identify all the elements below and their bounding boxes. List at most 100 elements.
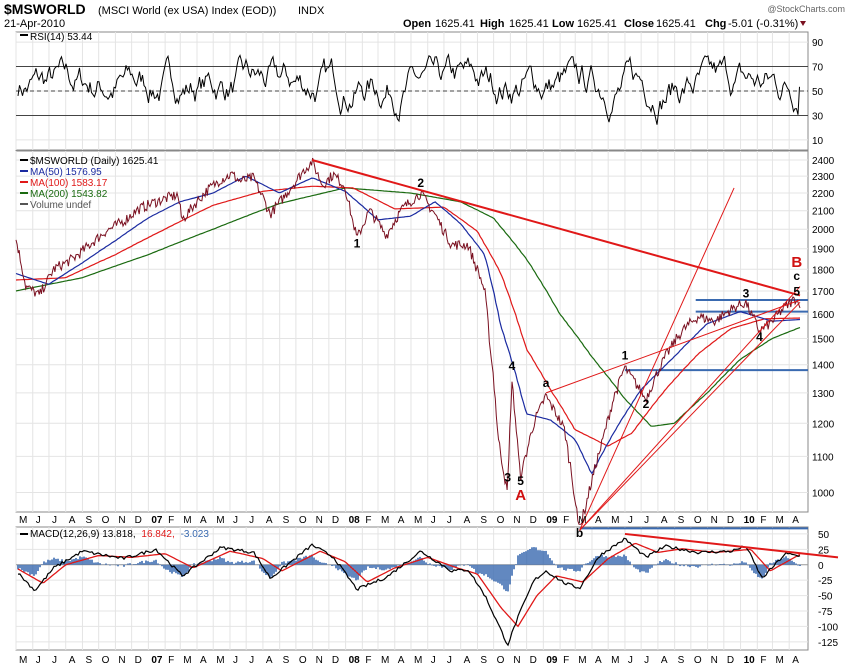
x-tick-label: N xyxy=(513,655,520,666)
macd-layer xyxy=(17,532,839,647)
price-tick-label: 1000 xyxy=(812,489,835,500)
x-tick-label: J xyxy=(628,655,633,666)
x-tick-label: O xyxy=(694,655,702,666)
ma50-line xyxy=(15,175,801,475)
x-tick-label: 07 xyxy=(151,515,163,526)
x-tick-label: F xyxy=(365,655,371,666)
wave-label: A xyxy=(515,487,526,504)
wave-label: a xyxy=(543,376,550,390)
x-tick-label: J xyxy=(249,655,254,666)
x-tick-label: A xyxy=(464,655,471,666)
close-label: Close xyxy=(624,18,654,30)
legend-entry: MA(100) 1583.17 xyxy=(30,178,108,189)
high-label: High xyxy=(480,18,505,30)
x-tick-label: S xyxy=(480,515,487,526)
low-value: 1625.41 xyxy=(577,18,617,30)
x-tick-label: N xyxy=(711,655,718,666)
watermark: @StockCharts.com xyxy=(767,4,845,14)
ohlc-readout: Open 1625.41 High 1625.41 Low 1625.41 Cl… xyxy=(403,18,806,30)
x-tick-label: N xyxy=(118,655,125,666)
x-tick-label: A xyxy=(792,515,799,526)
wave-label: B xyxy=(791,254,802,271)
exchange: INDX xyxy=(298,5,325,17)
x-tick-label: A xyxy=(398,515,405,526)
chg-label: Chg xyxy=(705,18,726,30)
macd-tick-label: -75 xyxy=(818,607,833,618)
x-tick-label: N xyxy=(513,515,520,526)
x-tick-label: 09 xyxy=(546,515,558,526)
macd-legend-main: MACD(12,26,9) 13.818, xyxy=(30,529,136,540)
macd-line xyxy=(17,537,801,647)
x-tick-label: 07 xyxy=(151,655,163,666)
x-tick-label: A xyxy=(661,515,668,526)
x-tick-label: M xyxy=(381,515,389,526)
price-tick-label: 1600 xyxy=(812,310,835,321)
price-tick-label: 1300 xyxy=(812,389,835,400)
x-tick-label: A xyxy=(69,655,76,666)
x-tick-label: D xyxy=(135,655,142,666)
x-tick-label: M xyxy=(578,515,586,526)
x-tick-label: A xyxy=(266,515,273,526)
x-tick-label: M xyxy=(19,655,27,666)
x-tick-label: F xyxy=(168,515,174,526)
rsi-tick-label: 50 xyxy=(812,87,824,98)
high-value: 1625.41 xyxy=(509,18,549,30)
x-tick-label: D xyxy=(332,655,339,666)
x-tick-label: M xyxy=(19,515,27,526)
rsi-tick-label: 70 xyxy=(812,63,824,74)
wave-label: 2 xyxy=(643,397,650,411)
x-tick-label: A xyxy=(464,515,471,526)
x-tick-label: A xyxy=(69,515,76,526)
trend-line-2 xyxy=(579,301,801,531)
chg-value: -5.01 (-0.31%) xyxy=(728,18,798,30)
x-tick-label: O xyxy=(497,655,505,666)
x-tick-label: 08 xyxy=(349,655,361,666)
price-tick-label: 1500 xyxy=(812,335,835,346)
x-tick-label: J xyxy=(431,515,436,526)
x-tick-label: O xyxy=(102,655,110,666)
x-tick-label: F xyxy=(760,515,766,526)
price-tick-label: 1700 xyxy=(812,287,835,298)
x-tick-label: S xyxy=(678,515,685,526)
x-tick-label: M xyxy=(183,655,191,666)
rsi-legend: RSI(14) 53.44 xyxy=(20,32,93,43)
rsi-legend-swatch xyxy=(20,34,28,36)
wave-label: 3 xyxy=(743,287,750,301)
macd-tick-label: -25 xyxy=(818,576,833,587)
macd-tick-label: -100 xyxy=(818,622,838,633)
x-tick-label: M xyxy=(611,655,619,666)
legend-entry: MA(200) 1543.82 xyxy=(30,189,108,200)
x-tick-label: A xyxy=(792,655,799,666)
x-tick-label: O xyxy=(102,515,110,526)
x-tick-label: S xyxy=(480,655,487,666)
price-tick-label: 1900 xyxy=(812,245,835,256)
x-tick-label: J xyxy=(36,655,41,666)
x-tick-label: J xyxy=(431,655,436,666)
x-tick-label: M xyxy=(216,655,224,666)
x-tick-label: F xyxy=(365,515,371,526)
symbol: $MSWORLD xyxy=(4,1,86,17)
x-tick-label: D xyxy=(332,515,339,526)
x-tick-label: M xyxy=(216,515,224,526)
rsi-layer xyxy=(16,53,808,125)
close-value: 1625.41 xyxy=(656,18,696,30)
price-tick-label: 2300 xyxy=(812,172,835,183)
x-tick-label: M xyxy=(578,655,586,666)
wave-label: 3 xyxy=(504,470,511,484)
legend-entry: $MSWORLD (Daily) 1625.41 xyxy=(30,156,159,167)
legend-swatch xyxy=(20,203,28,205)
x-tick-label: 10 xyxy=(744,655,756,666)
x-tick-label: S xyxy=(85,655,92,666)
macd-tick-label: 0 xyxy=(818,561,824,572)
x-tick-label: F xyxy=(563,515,569,526)
macd-panel xyxy=(15,526,809,651)
low-label: Low xyxy=(552,18,574,30)
x-tick-label: J xyxy=(249,515,254,526)
x-tick-label: 08 xyxy=(349,515,361,526)
x-tick-label: A xyxy=(595,655,602,666)
x-tick-label: O xyxy=(299,655,307,666)
rsi-legend-text: RSI(14) 53.44 xyxy=(30,32,93,43)
trend-line-3 xyxy=(579,286,801,531)
